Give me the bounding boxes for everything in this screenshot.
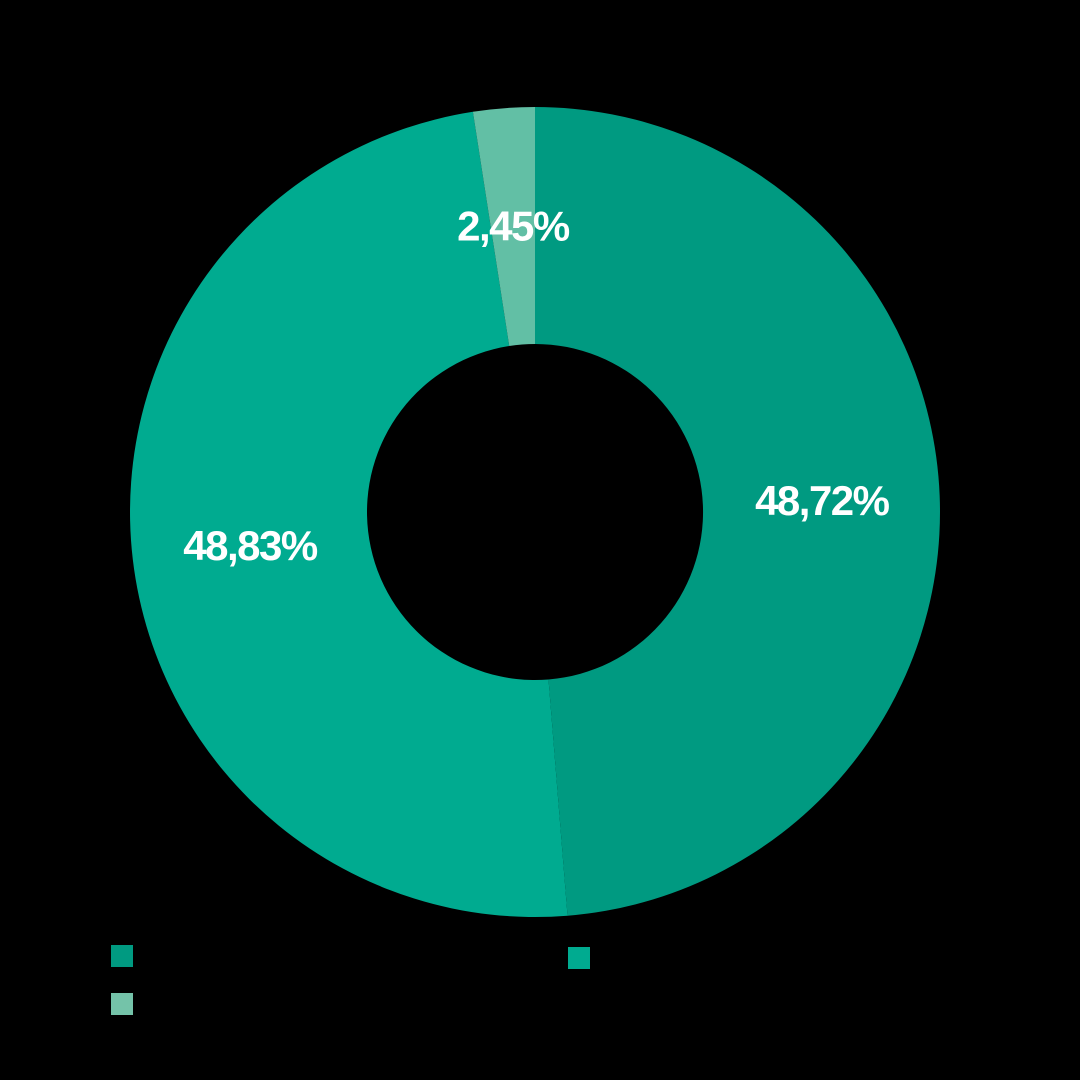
donut-slice-1 bbox=[535, 107, 940, 916]
slice-label-3: 2,45% bbox=[457, 202, 570, 249]
slice-label-2: 48,83% bbox=[183, 522, 318, 569]
donut-slice-3 bbox=[472, 107, 535, 346]
slice-label-1: 48,72% bbox=[755, 477, 890, 524]
donut-slice-2 bbox=[130, 111, 568, 917]
